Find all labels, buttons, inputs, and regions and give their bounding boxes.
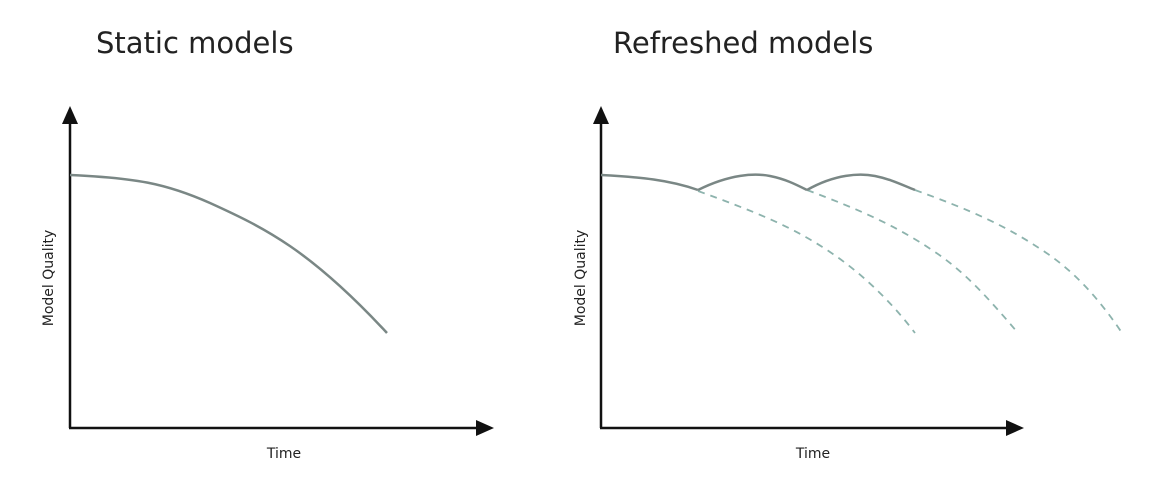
projected-decay-curve-3	[914, 189, 1123, 334]
static-models-plot: Time Model Quality	[41, 106, 494, 462]
model-quality-curve	[69, 173, 388, 334]
x-axis-arrow	[476, 420, 494, 436]
x-axis-label: Time	[266, 446, 301, 462]
refreshed-models-plot: Time Model Quality	[573, 106, 1123, 462]
x-axis-label: Time	[795, 446, 830, 462]
model-quality-refresh-1	[697, 173, 808, 192]
projected-decay-curve-1	[697, 190, 916, 334]
y-axis-label: Model Quality	[41, 230, 57, 327]
static-models-title: Static models	[96, 26, 294, 60]
refreshed-models-panel: Refreshed models Time Model Quality	[530, 0, 1158, 478]
x-axis-arrow	[1006, 420, 1024, 436]
refreshed-models-title: Refreshed models	[613, 26, 874, 60]
model-quality-refresh-2	[806, 173, 916, 192]
y-axis-arrow	[593, 106, 609, 124]
y-axis-label: Model Quality	[573, 230, 589, 327]
y-axis-arrow	[62, 106, 78, 124]
model-quality-initial	[600, 173, 699, 192]
static-models-panel: Static models Time Model Quality	[0, 0, 560, 478]
projected-decay-curve-2	[806, 189, 1019, 334]
